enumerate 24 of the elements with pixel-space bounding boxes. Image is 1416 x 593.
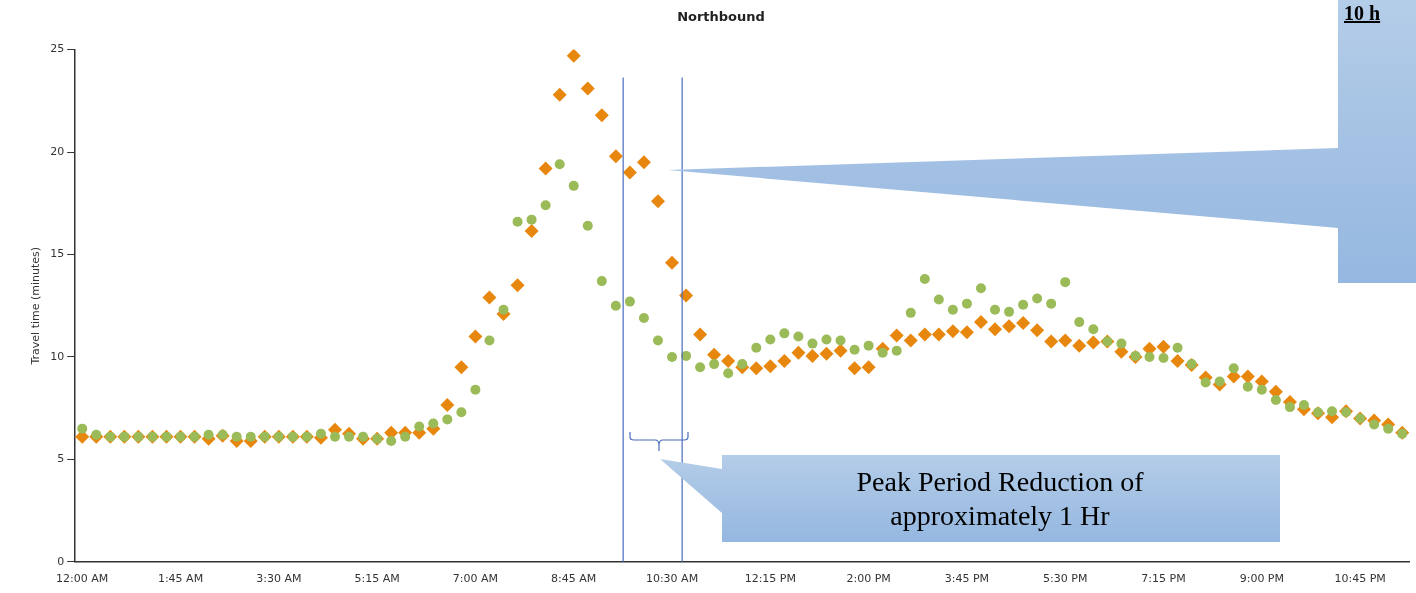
x-tick-label: 7:15 PM xyxy=(1141,572,1186,586)
text: 10 h xyxy=(1343,1,1382,25)
x-tick-label: 10:45 PM xyxy=(1334,572,1386,586)
x-tick-label: 2:00 PM xyxy=(846,572,891,586)
y-tick-label: 20 xyxy=(50,144,65,158)
y-tick-label: 25 xyxy=(50,42,65,56)
x-tick-label: 1:45 AM xyxy=(157,572,204,586)
x-tick-label: 7:00 AM xyxy=(452,572,499,586)
x-tick-label: 12:00 AM xyxy=(56,572,109,586)
y-tick-label: 10 xyxy=(50,349,65,363)
y-tick-label: 0 xyxy=(57,554,65,568)
x-tick-label: 5:30 PM xyxy=(1043,572,1088,586)
y-tick-label: 15 xyxy=(50,247,65,261)
annotation: Peak Period Reduction of approximately 1 Hr xyxy=(855,464,1145,533)
y-axis-title: Travel time (minutes) xyxy=(29,246,43,366)
y-tick-label: 5 xyxy=(57,452,65,466)
x-tick-label: 8:45 AM xyxy=(551,572,597,586)
x-tick-label: 10:30 AM xyxy=(645,572,699,586)
x-tick-label: 3:45 PM xyxy=(944,572,990,586)
chart-title: Northbound xyxy=(677,9,765,25)
x-tick-label: 3:30 AM xyxy=(256,572,302,586)
x-tick-label: 5:15 AM xyxy=(354,572,400,586)
x-tick-label: 9:00 PM xyxy=(1239,572,1284,586)
x-tick-label: 12:15 PM xyxy=(744,572,796,586)
